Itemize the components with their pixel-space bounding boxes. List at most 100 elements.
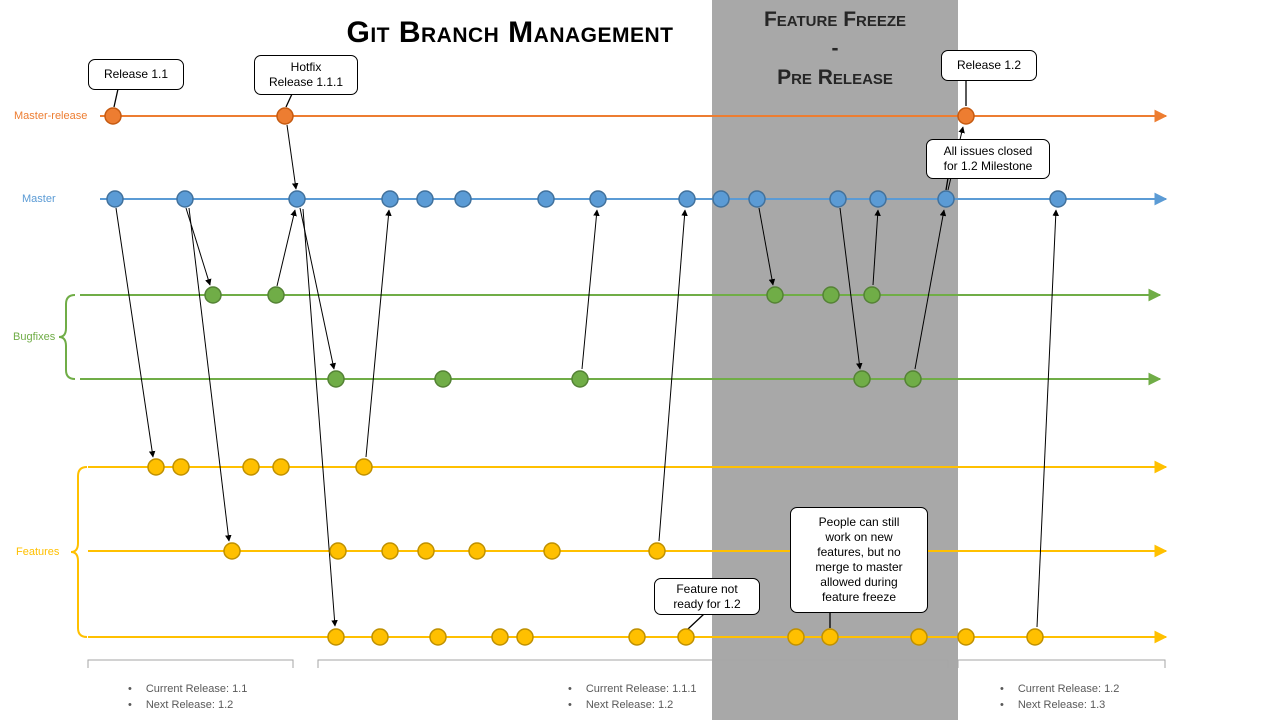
merge-arrow-9 [658, 209, 688, 542]
feature-freeze-label-line3: Pre Release [777, 66, 893, 89]
callout-release-1-2: Release 1.2 [941, 50, 1037, 81]
period-3-note-1: Next Release: 1.3 [1000, 697, 1119, 713]
commit-dot-master [678, 190, 696, 208]
callout-feature-not-ready: Feature not ready for 1.2 [654, 578, 760, 615]
merge-arrow-1 [185, 207, 212, 286]
commit-dot-feature-3 [677, 628, 695, 646]
callout-hotfix: Hotfix Release 1.1.1 [254, 55, 358, 95]
commit-dot-bugfix-2 [327, 370, 345, 388]
callout-milestone: All issues closed for 1.2 Milestone [926, 139, 1050, 179]
callout-feature-not-ready-pointer [687, 613, 705, 630]
commit-dot-bugfix-1 [766, 286, 784, 304]
commit-dot-master [937, 190, 955, 208]
merge-arrow-11 [839, 207, 863, 370]
callout-milestone-pointer [945, 177, 949, 191]
commit-dot-feature-2 [381, 542, 399, 560]
merge-arrow-8 [581, 209, 600, 370]
period-3-note-0: Current Release: 1.2 [1000, 681, 1120, 697]
branch-label-master-release: Master-release [14, 110, 88, 122]
merge-arrow-3 [276, 209, 297, 287]
commit-dot-feature-3 [516, 628, 534, 646]
callout-hotfix-line-1: Release 1.1.1 [268, 75, 344, 89]
commit-dot-master [416, 190, 434, 208]
callout-release-1-2-line-0: Release 1.2 [956, 58, 1022, 72]
period-1-bracket [87, 659, 294, 668]
callout-release-1-1: Release 1.1 [88, 59, 184, 90]
commit-dot-master [748, 190, 766, 208]
merge-arrow-7 [365, 209, 392, 458]
bugfixes-brace [58, 294, 76, 380]
commit-dot-bugfix-2 [853, 370, 871, 388]
callout-milestone-line-1: for 1.2 Milestone [943, 159, 1033, 173]
commit-dot-feature-1 [272, 458, 290, 476]
period-3-bracket [957, 659, 1166, 668]
commit-dot-feature-3 [628, 628, 646, 646]
group-label-features: Features [16, 546, 60, 558]
commit-dot-feature-3 [491, 628, 509, 646]
merge-arrow-12 [872, 209, 881, 286]
commit-dot-bugfix-1 [267, 286, 285, 304]
feature-freeze-label-line1: Feature Freeze [763, 8, 907, 31]
commit-dot-feature-1 [172, 458, 190, 476]
commit-dot-feature-2 [468, 542, 486, 560]
callout-hotfix-pointer [285, 93, 293, 108]
callout-release-1-1-line-0: Release 1.1 [103, 67, 169, 81]
period-2-note-1: Next Release: 1.2 [568, 697, 697, 713]
commit-dot-feature-2 [417, 542, 435, 560]
commit-dot-feature-3 [371, 628, 389, 646]
callout-freeze-note-line-5: feature freeze [821, 590, 897, 604]
period-2-bracket [317, 659, 949, 668]
period-1-note-1: Next Release: 1.2 [128, 697, 247, 713]
branch-label-master: Master [22, 193, 56, 205]
group-label-bugfixes: Bugfixes [13, 331, 56, 343]
merge-arrow-6 [302, 208, 338, 627]
commit-dot-master-release [104, 107, 122, 125]
callout-freeze-note-line-0: People can still [818, 515, 900, 529]
commit-dot-master [712, 190, 730, 208]
callout-hotfix-line-0: Hotfix [290, 60, 322, 74]
commit-dot-master [381, 190, 399, 208]
commit-dot-master [829, 190, 847, 208]
commit-dot-feature-2 [543, 542, 561, 560]
period-2-notes: Current Release: 1.1.1Next Release: 1.2 [568, 681, 697, 713]
feature-freeze-label-line2: - [831, 37, 839, 60]
merge-arrow-0 [115, 207, 156, 458]
commit-dot-master [288, 190, 306, 208]
commit-dot-feature-1 [355, 458, 373, 476]
callout-freeze-note-line-2: features, but no [817, 545, 901, 559]
commit-dot-bugfix-2 [904, 370, 922, 388]
feature-freeze-label: Feature Freeze - Pre Release [712, 5, 958, 92]
callout-freeze-note-line-1: work on new [825, 530, 893, 544]
commit-dot-feature-1 [147, 458, 165, 476]
commit-dot-bugfix-1 [822, 286, 840, 304]
callout-freeze-note-line-3: merge to master [815, 560, 903, 574]
commit-dot-bugfix-1 [863, 286, 881, 304]
callout-release-1-1-pointer [113, 88, 119, 108]
commit-dot-bugfix-2 [571, 370, 589, 388]
commit-dot-master [1049, 190, 1067, 208]
commit-dot-master-release [276, 107, 294, 125]
commit-dot-feature-3 [957, 628, 975, 646]
commit-dot-master [454, 190, 472, 208]
callout-milestone-line-0: All issues closed [943, 144, 1033, 158]
commit-dot-feature-3 [1026, 628, 1044, 646]
merge-arrow-2 [188, 207, 232, 542]
merge-arrow-5 [299, 207, 336, 370]
features-brace [70, 466, 88, 638]
commit-dot-master [869, 190, 887, 208]
period-1-notes: Current Release: 1.1Next Release: 1.2 [128, 681, 248, 713]
commit-dot-feature-3 [429, 628, 447, 646]
page-title: Git Branch Management [346, 16, 674, 49]
commit-dot-bugfix-2 [434, 370, 452, 388]
callout-feature-not-ready-line-1: ready for 1.2 [673, 596, 741, 611]
merge-arrow-13 [914, 209, 947, 370]
callout-feature-not-ready-line-0: Feature not [676, 581, 738, 596]
commit-dot-master [106, 190, 124, 208]
commit-dot-master-release [957, 107, 975, 125]
period-2-note-0: Current Release: 1.1.1 [568, 681, 697, 697]
commit-dot-feature-3 [821, 628, 839, 646]
period-1-note-0: Current Release: 1.1 [128, 681, 248, 697]
commit-dot-feature-3 [910, 628, 928, 646]
